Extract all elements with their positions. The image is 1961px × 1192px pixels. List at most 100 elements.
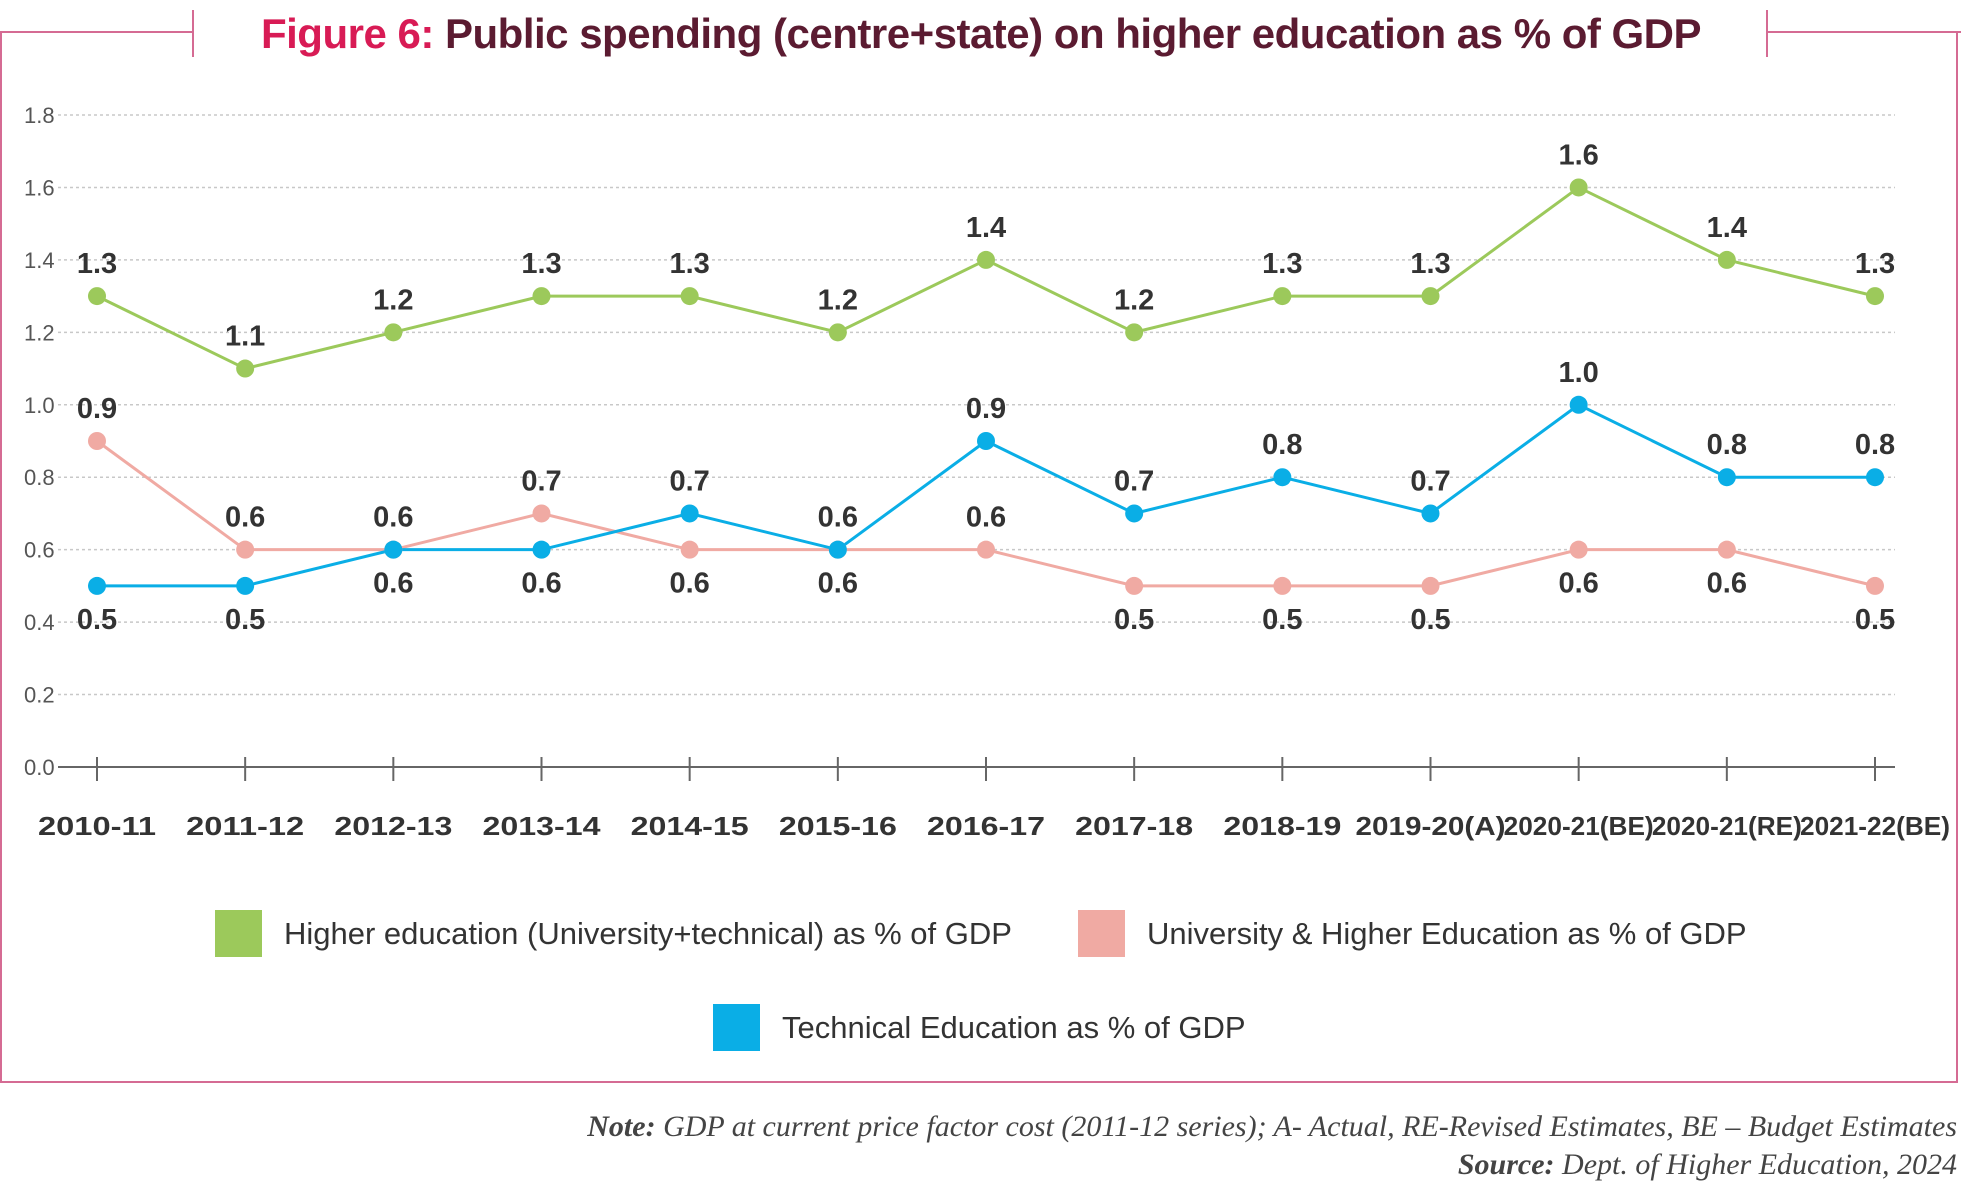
title-text: Public spending (centre+state) on higher… (445, 10, 1702, 57)
x-tick-label: 2014-15 (631, 811, 749, 841)
data-label: 0.5 (1855, 604, 1895, 636)
frame-top-left (0, 31, 194, 33)
y-tick-label: 1.0 (24, 393, 55, 418)
data-point (236, 576, 255, 595)
data-label: 0.7 (1114, 465, 1154, 497)
data-point (680, 287, 699, 306)
data-label: 0.8 (1262, 429, 1302, 461)
footnote: Note: GDP at current price factor cost (… (587, 1108, 1957, 1184)
data-label: 0.9 (77, 393, 117, 425)
data-point (88, 287, 106, 306)
data-label: 0.5 (1410, 604, 1450, 636)
y-tick-label: 0.2 (24, 683, 55, 708)
data-label: 0.6 (521, 568, 561, 600)
x-tick-label: 2021-22(BE) (1800, 811, 1950, 841)
x-tick-label: 2019-20(A) (1356, 811, 1506, 841)
data-label: 0.5 (1114, 604, 1154, 636)
data-point (680, 540, 699, 559)
note-line: Note: GDP at current price factor cost (… (587, 1108, 1957, 1146)
data-label: 1.3 (77, 248, 117, 280)
x-tick-label: 2011-12 (186, 811, 304, 841)
data-point (1421, 576, 1440, 595)
x-tick-label: 2015-16 (779, 811, 897, 841)
data-point (1125, 323, 1144, 342)
data-point (532, 287, 551, 306)
data-label: 0.7 (521, 465, 561, 497)
data-point (977, 432, 995, 450)
legend-swatch (215, 910, 262, 957)
series-line (97, 403, 1875, 588)
data-label: 0.6 (1559, 568, 1599, 600)
note-text: GDP at current price factor cost (2011-1… (663, 1110, 1957, 1143)
title-divider-right (1766, 10, 1768, 57)
data-label: 1.4 (966, 212, 1006, 244)
data-label: 0.6 (1707, 568, 1747, 600)
x-tick-label: 2016-17 (927, 811, 1045, 841)
source-line: Source: Dept. of Higher Education, 2024 (587, 1146, 1957, 1184)
data-label: 0.7 (1410, 465, 1450, 497)
data-point (236, 359, 255, 378)
x-tick-label: 2013-14 (483, 811, 602, 841)
data-point (1125, 576, 1144, 595)
figure-number: Figure 6: (260, 10, 434, 57)
data-label: 0.5 (225, 604, 265, 636)
data-point (1569, 395, 1588, 414)
data-label: 1.3 (1262, 248, 1302, 280)
data-label: 1.3 (1855, 248, 1895, 280)
data-point (680, 504, 699, 523)
data-point (384, 540, 403, 559)
data-label: 1.3 (1410, 248, 1450, 280)
data-label: 0.6 (373, 502, 413, 534)
legend-label: Higher education (University+technical) … (284, 915, 1012, 951)
legend-item-technical: Technical Education as % of GDP (713, 1004, 1246, 1051)
legend-label: Technical Education as % of GDP (782, 1009, 1246, 1045)
source-text: Dept. of Higher Education, 2024 (1562, 1148, 1957, 1181)
y-tick-label: 0.6 (24, 538, 55, 563)
legend-label: University & Higher Education as % of GD… (1147, 915, 1747, 951)
data-point (88, 432, 106, 450)
data-point (1421, 504, 1440, 523)
data-point (1866, 468, 1884, 487)
data-point (236, 540, 255, 559)
data-label: 0.6 (818, 568, 858, 600)
legend-swatch (1078, 910, 1125, 957)
data-label: 1.4 (1707, 212, 1747, 244)
data-label: 1.6 (1559, 139, 1599, 171)
data-point (1273, 287, 1292, 306)
data-point (1717, 468, 1736, 487)
data-point (828, 323, 847, 342)
y-tick-label: 0.4 (24, 610, 55, 635)
data-point (1717, 540, 1736, 559)
data-point (977, 250, 995, 269)
frame-top-right (1768, 31, 1961, 33)
y-tick-label: 1.8 (24, 103, 55, 128)
x-tick-label: 2020-21(RE) (1652, 811, 1802, 841)
data-label: 0.7 (670, 465, 710, 497)
y-tick-label: 1.6 (24, 175, 55, 200)
y-tick-label: 0.0 (24, 755, 55, 780)
figure-frame (0, 31, 1958, 1083)
data-point (532, 504, 551, 523)
x-tick-label: 2020-21(BE) (1504, 811, 1654, 841)
data-point (1569, 178, 1588, 197)
y-tick-label: 1.2 (24, 320, 55, 345)
data-label: 0.6 (966, 502, 1006, 534)
data-point (1569, 540, 1588, 559)
y-tick-label: 0.8 (24, 465, 55, 490)
source-label: Source: (1457, 1148, 1555, 1181)
x-tick-label: 2012-13 (334, 811, 452, 841)
x-tick-label: 2010-11 (38, 811, 156, 841)
data-label: 0.6 (670, 568, 710, 600)
data-point (1717, 250, 1736, 269)
data-point (384, 323, 403, 342)
data-label: 0.6 (225, 502, 265, 534)
data-point (1273, 468, 1292, 487)
data-label: 1.3 (670, 248, 710, 280)
data-label: 1.2 (1114, 284, 1154, 316)
data-point (977, 540, 995, 559)
data-point (828, 540, 847, 559)
data-label: 0.8 (1855, 429, 1895, 461)
data-label: 0.5 (1262, 604, 1302, 636)
